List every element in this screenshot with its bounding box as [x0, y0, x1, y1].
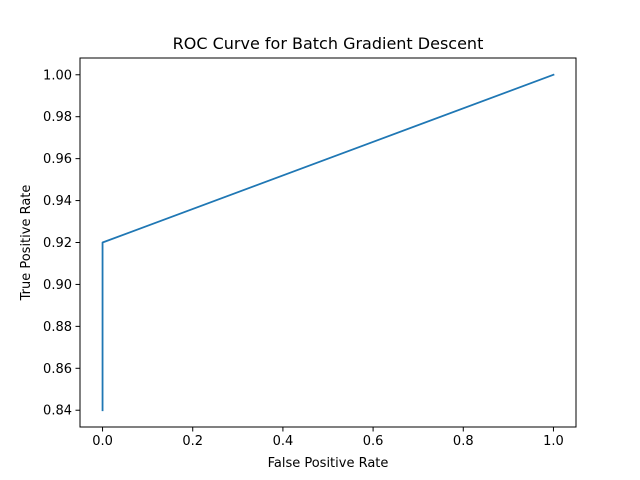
- y-tick-label: 0.88: [43, 320, 72, 335]
- x-axis-label: False Positive Rate: [268, 456, 389, 471]
- y-tick-label: 0.96: [43, 152, 72, 167]
- x-tick-label: 0.8: [453, 434, 474, 449]
- y-axis-ticks: 0.84 0.86 0.88 0.90 0.92 0.94 0.96 0.98 1.00: [43, 68, 80, 419]
- y-tick-label: 0.94: [43, 194, 72, 209]
- x-tick-label: 0.4: [273, 434, 294, 449]
- y-tick-label: 0.86: [43, 362, 72, 377]
- x-tick-label: 0.2: [182, 434, 203, 449]
- y-tick-label: 0.98: [43, 110, 72, 125]
- roc-curve-line: [101, 73, 555, 412]
- x-tick-label: 1.0: [543, 434, 564, 449]
- y-tick-label: 0.90: [43, 278, 72, 293]
- x-tick-label: 0.0: [92, 434, 113, 449]
- chart-title: ROC Curve for Batch Gradient Descent: [173, 34, 484, 53]
- x-axis-ticks: 0.0 0.2 0.4 0.6 0.8 1.0: [92, 427, 564, 449]
- y-tick-label: 0.92: [43, 236, 72, 251]
- plot-area: 0.0 0.2 0.4 0.6 0.8 1.0 0.840.860.880.900.920…: [43, 57, 577, 449]
- x-tick-label: 0.6: [363, 434, 384, 449]
- series-layer: [101, 73, 555, 412]
- y-tick-label: 0.84: [43, 404, 72, 419]
- y-tick-label: 1.00: [43, 68, 72, 83]
- y-axis-label: True Positive Rate: [19, 185, 34, 302]
